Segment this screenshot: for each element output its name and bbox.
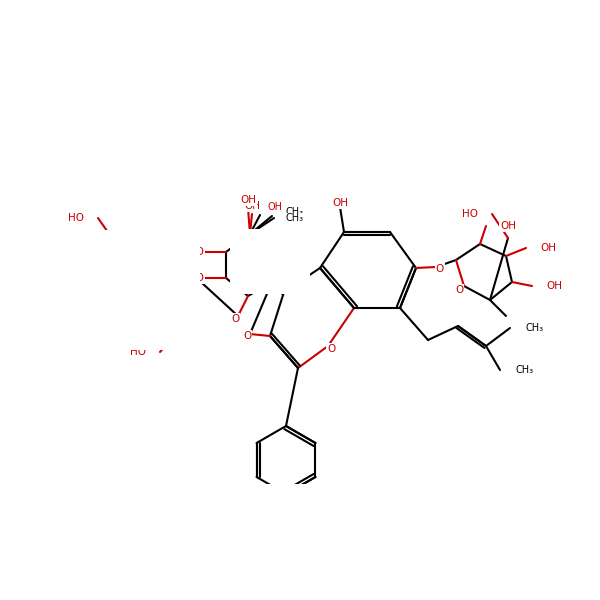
Text: OCH₃: OCH₃ (265, 535, 291, 545)
Text: O: O (436, 264, 444, 274)
Text: HO: HO (105, 263, 121, 273)
Bar (236, 484, 336, 564)
Text: CH₃: CH₃ (516, 365, 534, 375)
Text: OH: OH (540, 243, 556, 253)
Bar (230, 229, 310, 294)
Text: HO: HO (188, 247, 204, 257)
Text: methoxy: methoxy (258, 544, 298, 553)
Text: CH₃: CH₃ (286, 207, 304, 217)
Text: HO: HO (80, 309, 96, 319)
Text: O: O (231, 314, 239, 324)
Text: OH: OH (240, 195, 256, 205)
Text: OH: OH (546, 281, 562, 291)
Text: OH: OH (268, 202, 283, 212)
Text: OCH₃: OCH₃ (267, 544, 297, 554)
Text: O: O (243, 331, 251, 341)
Text: HO: HO (462, 209, 478, 219)
Text: OH: OH (332, 198, 348, 208)
Text: O: O (455, 285, 463, 295)
Text: HO: HO (130, 347, 146, 357)
Text: OH: OH (500, 221, 516, 231)
Text: HO: HO (102, 295, 118, 305)
Text: O: O (273, 244, 281, 254)
Text: CH₃: CH₃ (526, 323, 544, 333)
Text: OH: OH (244, 201, 260, 211)
Bar (80, 230, 200, 350)
Text: CH₃: CH₃ (286, 213, 304, 223)
Text: O: O (327, 344, 335, 354)
Text: HO: HO (188, 273, 204, 283)
Text: O: O (278, 513, 286, 523)
Text: HO: HO (68, 213, 84, 223)
Text: O: O (260, 271, 268, 281)
Text: HO: HO (128, 245, 144, 255)
Text: O: O (280, 511, 288, 521)
Text: O: O (188, 293, 196, 303)
